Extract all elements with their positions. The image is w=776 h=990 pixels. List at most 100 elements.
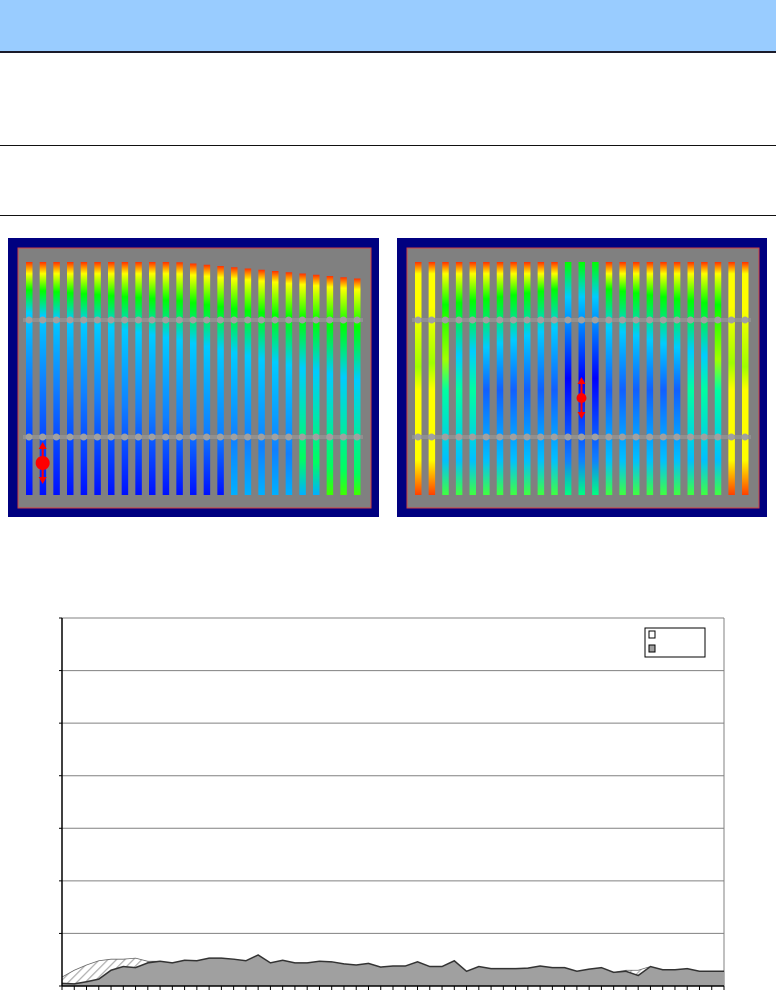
- support-node: [564, 433, 572, 441]
- support-node: [312, 316, 320, 324]
- support-node: [509, 316, 517, 324]
- flow-channel: [80, 262, 88, 495]
- support-node: [700, 433, 708, 441]
- flow-channel: [660, 262, 667, 495]
- flow-channel: [714, 262, 722, 495]
- flow-channel: [53, 262, 60, 495]
- support-node: [727, 316, 735, 324]
- support-node: [564, 316, 572, 324]
- flow-channel: [231, 267, 238, 495]
- support-node: [605, 433, 613, 441]
- left-flow-field-figure: [8, 238, 379, 517]
- support-node: [121, 316, 129, 324]
- support-node: [52, 433, 60, 441]
- right-flow-field-figure: [397, 238, 767, 517]
- support-node: [428, 433, 436, 441]
- support-node: [687, 316, 694, 324]
- support-node: [203, 433, 211, 441]
- support-node: [578, 433, 585, 441]
- support-node: [244, 433, 252, 441]
- support-node: [727, 433, 735, 441]
- support-node: [741, 433, 749, 441]
- legend-swatch-solid: [648, 644, 656, 653]
- flow-channel: [483, 262, 490, 495]
- support-node: [257, 433, 265, 441]
- support-node: [162, 316, 170, 324]
- flow-channel: [108, 262, 115, 495]
- support-node: [25, 433, 33, 441]
- support-node: [509, 433, 517, 441]
- support-node: [230, 433, 238, 441]
- flow-channel: [176, 262, 183, 495]
- support-node: [714, 316, 722, 324]
- support-node: [107, 433, 115, 441]
- legend-swatch-hatched: [648, 630, 656, 639]
- flow-channel: [340, 277, 347, 495]
- support-node: [285, 316, 293, 324]
- support-node: [646, 316, 654, 324]
- probe-marker: [576, 377, 587, 419]
- support-node: [271, 316, 279, 324]
- flow-channel: [537, 262, 545, 495]
- support-node: [93, 433, 101, 441]
- support-node: [175, 433, 183, 441]
- support-node: [339, 316, 347, 324]
- support-node: [700, 316, 708, 324]
- flow-channel: [605, 262, 613, 495]
- support-node: [52, 316, 60, 324]
- flow-channel: [94, 262, 101, 495]
- support-node: [496, 433, 504, 441]
- flow-channel: [510, 262, 517, 495]
- support-node: [469, 433, 476, 441]
- support-node: [687, 433, 694, 441]
- support-node: [469, 316, 476, 324]
- support-node: [80, 316, 88, 324]
- support-node: [203, 316, 211, 324]
- support-node: [175, 316, 183, 324]
- support-node: [121, 433, 129, 441]
- support-node: [271, 433, 279, 441]
- flow-channel: [313, 274, 320, 495]
- flow-channel: [742, 262, 749, 495]
- support-node: [496, 316, 504, 324]
- support-node: [578, 316, 585, 324]
- support-node: [632, 433, 640, 441]
- support-node: [646, 433, 654, 441]
- chart-gridlines: [62, 617, 725, 987]
- section-divider: [0, 145, 776, 146]
- flow-channel: [496, 262, 504, 495]
- support-node: [414, 316, 422, 324]
- flow-channel: [258, 269, 265, 495]
- support-node: [618, 316, 626, 324]
- support-node: [66, 433, 74, 441]
- support-node: [25, 316, 33, 324]
- support-node: [326, 433, 334, 441]
- support-node: [428, 316, 436, 324]
- support-node: [632, 316, 640, 324]
- support-node: [162, 433, 170, 441]
- area-chart: [59, 617, 725, 990]
- flow-channel: [415, 262, 422, 495]
- support-node: [550, 316, 558, 324]
- flow-channel: [564, 262, 572, 495]
- support-node: [257, 316, 265, 324]
- flow-channel: [728, 262, 735, 495]
- support-node: [189, 433, 197, 441]
- flow-channel: [354, 278, 361, 495]
- support-node: [353, 316, 361, 324]
- support-node: [298, 433, 306, 441]
- flow-channel: [428, 262, 436, 495]
- chart-axes: [59, 617, 725, 990]
- flow-channel: [619, 262, 626, 495]
- support-node: [537, 433, 545, 441]
- support-node: [591, 316, 599, 324]
- flow-channel: [673, 262, 681, 495]
- support-node: [39, 433, 47, 441]
- support-node: [148, 316, 156, 324]
- flow-channel: [701, 262, 708, 495]
- flow-channel: [272, 271, 279, 495]
- support-node: [134, 316, 142, 324]
- flow-channel: [67, 262, 74, 495]
- support-node: [216, 433, 224, 441]
- flow-channel: [121, 262, 129, 495]
